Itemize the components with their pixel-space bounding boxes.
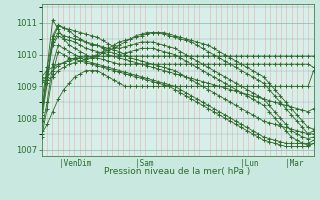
Text: |VenDim: |VenDim (59, 159, 92, 168)
Text: |Lun: |Lun (240, 159, 259, 168)
Text: |Sam: |Sam (135, 159, 154, 168)
Text: |Mar: |Mar (285, 159, 304, 168)
X-axis label: Pression niveau de la mer( hPa ): Pression niveau de la mer( hPa ) (104, 167, 251, 176)
